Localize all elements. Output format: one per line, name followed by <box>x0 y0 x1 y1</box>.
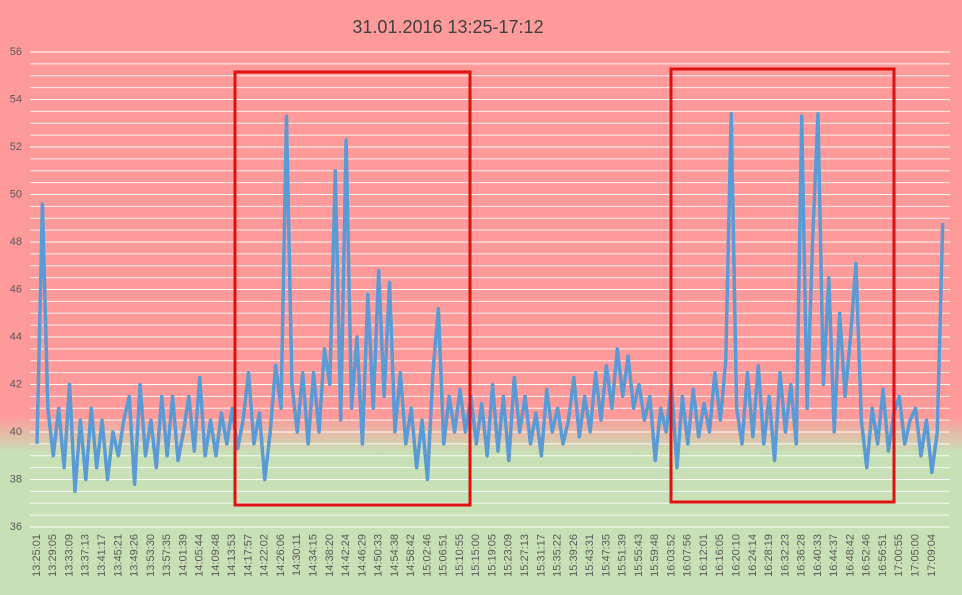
x-tick-label: 14:46:29 <box>356 534 368 577</box>
x-tick-label: 15:19:05 <box>486 534 498 577</box>
x-tick-label: 16:24:14 <box>747 534 759 577</box>
x-tick-label: 16:07:56 <box>682 534 694 577</box>
x-tick-label: 16:12:01 <box>698 534 710 577</box>
x-tick-label: 15:23:09 <box>503 534 515 577</box>
y-tick-label: 44 <box>10 331 22 343</box>
x-tick-label: 13:41:17 <box>96 534 108 577</box>
x-tick-label: 15:15:00 <box>470 534 482 577</box>
y-tick-label: 48 <box>10 236 22 248</box>
x-tick-label: 15:27:13 <box>519 534 531 577</box>
x-tick-label: 13:49:26 <box>129 534 141 577</box>
x-tick-label: 14:42:24 <box>340 534 352 577</box>
x-tick-label: 15:51:39 <box>617 534 629 577</box>
x-tick-label: 14:34:15 <box>307 534 319 577</box>
x-tick-label: 17:00:55 <box>893 534 905 577</box>
x-tick-label: 15:59:48 <box>649 534 661 577</box>
y-tick-label: 38 <box>10 473 22 485</box>
x-tick-label: 16:40:33 <box>812 534 824 577</box>
y-tick-label: 40 <box>10 426 22 438</box>
x-tick-label: 17:09:04 <box>926 534 938 577</box>
x-tick-label: 17:05:00 <box>909 534 921 577</box>
x-tick-label: 16:56:51 <box>877 534 889 577</box>
x-tick-label: 16:52:46 <box>861 534 873 577</box>
y-tick-label: 42 <box>10 378 22 390</box>
x-tick-label: 14:22:02 <box>259 534 271 577</box>
x-tick-label: 13:37:13 <box>80 534 92 577</box>
x-tick-label: 14:26:06 <box>275 534 287 577</box>
x-tick-label: 15:06:51 <box>438 534 450 577</box>
x-tick-label: 15:31:17 <box>535 534 547 577</box>
x-tick-label: 14:17:57 <box>242 534 254 577</box>
y-tick-label: 56 <box>10 46 22 58</box>
x-tick-label: 13:53:30 <box>145 534 157 577</box>
x-tick-label: 16:32:23 <box>779 534 791 577</box>
x-tick-label: 16:16:05 <box>714 534 726 577</box>
highlight-box <box>233 70 472 507</box>
x-tick-label: 13:29:05 <box>47 534 59 577</box>
y-tick-label: 36 <box>10 521 22 533</box>
y-tick-label: 50 <box>10 188 22 200</box>
x-tick-label: 16:20:10 <box>731 534 743 577</box>
highlight-box <box>669 67 896 504</box>
y-tick-label: 46 <box>10 283 22 295</box>
x-tick-label: 15:10:55 <box>454 534 466 577</box>
x-tick-label: 14:13:53 <box>226 534 238 577</box>
x-tick-label: 16:28:19 <box>763 534 775 577</box>
y-tick-label: 54 <box>10 93 22 105</box>
x-tick-label: 14:30:11 <box>291 534 303 576</box>
x-tick-label: 13:45:21 <box>112 534 124 577</box>
x-tick-label: 16:48:42 <box>844 534 856 577</box>
x-tick-label: 14:54:38 <box>389 534 401 577</box>
y-tick-label: 52 <box>10 141 22 153</box>
x-tick-label: 14:58:42 <box>405 534 417 577</box>
x-tick-label: 16:03:52 <box>665 534 677 577</box>
x-tick-label: 13:25:01 <box>31 534 43 577</box>
x-tick-label: 15:39:26 <box>568 534 580 577</box>
x-tick-label: 13:57:35 <box>161 534 173 577</box>
x-tick-label: 15:55:43 <box>633 534 645 577</box>
x-tick-label: 14:38:20 <box>324 534 336 577</box>
data-line <box>35 112 945 494</box>
plot <box>35 112 945 494</box>
x-tick-label: 14:01:39 <box>177 534 189 577</box>
x-tick-label: 16:44:37 <box>828 534 840 577</box>
x-tick-label: 15:02:46 <box>421 534 433 577</box>
x-tick-label: 15:47:35 <box>600 534 612 577</box>
x-tick-label: 16:36:28 <box>796 534 808 577</box>
x-tick-label: 15:43:31 <box>584 534 596 577</box>
x-tick-label: 13:33:09 <box>63 534 75 577</box>
chart-title: 31.01.2016 13:25-17:12 <box>352 17 543 37</box>
x-tick-label: 15:35:22 <box>552 534 564 577</box>
x-tick-label: 14:50:33 <box>373 534 385 577</box>
x-tick-label: 14:09:48 <box>210 534 222 577</box>
x-tick-label: 14:05:44 <box>194 534 206 577</box>
